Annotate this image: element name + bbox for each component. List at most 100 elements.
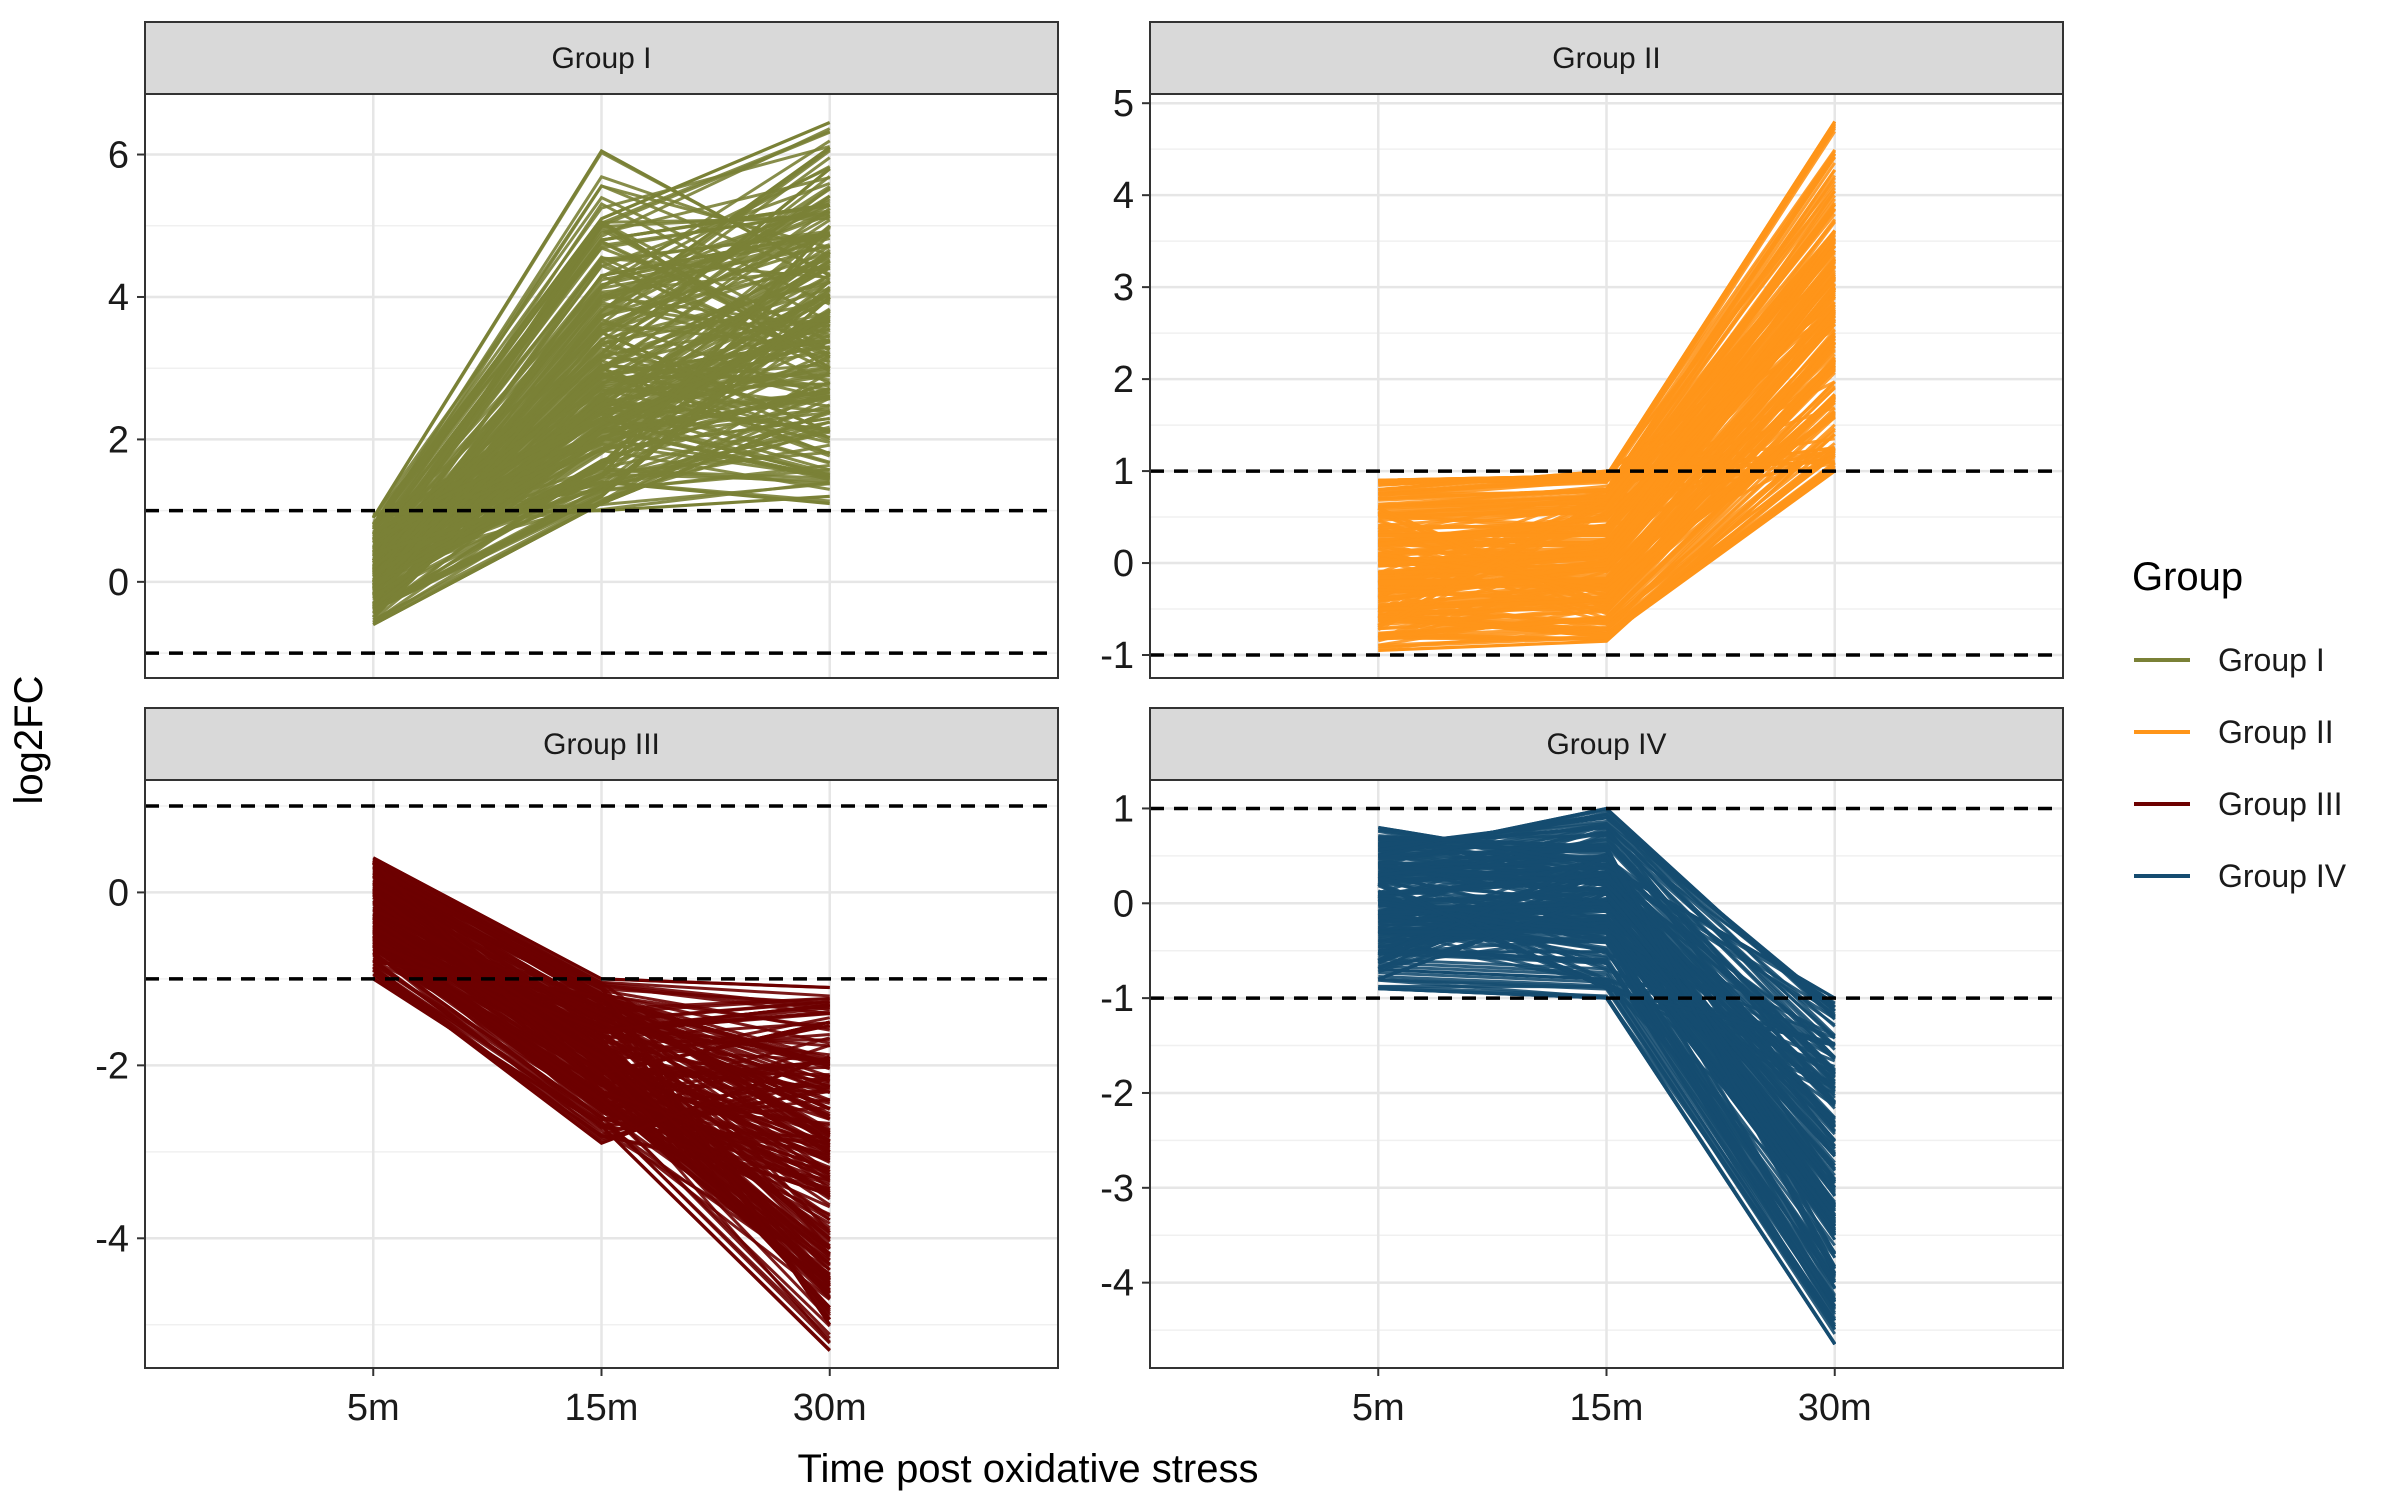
panel-2-series-line bbox=[1377, 258, 1837, 602]
panel-3-x-tick-label: 15m bbox=[565, 1387, 639, 1429]
panel-3-series-line bbox=[372, 861, 831, 1171]
panel-1-series-line bbox=[371, 148, 831, 519]
panel-4-series-line bbox=[1378, 835, 1837, 1274]
panel-1-series-line bbox=[372, 267, 830, 544]
panel-4-y-tick-label: 0 bbox=[1113, 883, 1134, 925]
panel-2-series-line bbox=[1378, 303, 1836, 575]
legend-label: Group III bbox=[2218, 786, 2343, 822]
legend-label: Group IV bbox=[2218, 858, 2347, 894]
panel-2-series-line bbox=[1378, 152, 1837, 501]
panel-2-series-line bbox=[1377, 341, 1836, 611]
panel-4-series-line bbox=[1378, 968, 1837, 1322]
panel-3-series-line bbox=[372, 908, 831, 1111]
panel-2-y-tick-label: 4 bbox=[1113, 175, 1134, 217]
panel-1-series-line bbox=[372, 318, 830, 531]
panel-4-series-line bbox=[1378, 901, 1836, 1189]
panel-2-y-tick-label: 3 bbox=[1113, 267, 1134, 309]
panel-1-y-tick-label: 6 bbox=[108, 135, 129, 177]
panel-1-series-line bbox=[372, 480, 830, 555]
panel-4-series-line bbox=[1378, 880, 1836, 1133]
legend-item: Group II bbox=[2134, 714, 2334, 750]
panel-3-line-bundle bbox=[372, 856, 832, 1352]
panel-2-series-line bbox=[1378, 469, 1836, 639]
panel-2-series-line bbox=[1378, 203, 1837, 519]
panel-1-series-line bbox=[372, 167, 831, 548]
panel-1-series-line bbox=[372, 145, 831, 525]
legend-item: Group IV bbox=[2134, 858, 2347, 894]
panel-1-series-line bbox=[371, 202, 830, 541]
panel-3-series-line bbox=[372, 943, 831, 1234]
panel-3-series-line bbox=[372, 977, 831, 1352]
panel-2-series-line bbox=[1377, 230, 1836, 629]
panel-3-y-tick-label: -4 bbox=[95, 1218, 129, 1260]
panel-4-y-tick-label: -3 bbox=[1100, 1168, 1134, 1210]
panel-3-series-line bbox=[372, 951, 831, 1197]
panel-1-border bbox=[144, 93, 1059, 679]
panel-1-series-line bbox=[372, 411, 831, 624]
panel-1-y-tick-label: 4 bbox=[108, 277, 129, 319]
panel-4-line-bundle bbox=[1377, 806, 1837, 1346]
panel-1-series-line bbox=[372, 176, 831, 536]
panel-3-y-tick-label: -2 bbox=[95, 1045, 129, 1087]
panel-1-series-line bbox=[372, 146, 831, 590]
panel-4-x-tick-label: 30m bbox=[1798, 1387, 1872, 1429]
panel-2-y-tick-label: 2 bbox=[1113, 359, 1134, 401]
panel-4-y-tick-label: -2 bbox=[1100, 1073, 1134, 1115]
panel-2-y-tick-label: 5 bbox=[1113, 83, 1134, 125]
panel-2-series-line bbox=[1378, 295, 1836, 547]
panel-1-series-line bbox=[372, 259, 831, 619]
panel-4-series-line bbox=[1377, 882, 1836, 1048]
panel-2-line-bundle bbox=[1377, 120, 1837, 653]
facet-panels: Group I 0 2 4 6 Group II -1 0 1 2 3 4 5 Group III -4 -2… bbox=[95, 21, 2064, 1429]
panel-2-series-line bbox=[1377, 329, 1836, 599]
panel-4-strip-title: Group IV bbox=[1546, 728, 1666, 761]
panel-3-series-line bbox=[372, 969, 831, 1301]
x-axis-title: Time post oxidative stress bbox=[798, 1447, 1259, 1491]
panel-2-y-tick-label: 0 bbox=[1113, 543, 1134, 585]
panel-3-series-line bbox=[372, 891, 831, 1309]
panel-3-series-line bbox=[372, 922, 830, 1057]
panel-2-series-line bbox=[1378, 120, 1837, 482]
panel-2-series-line bbox=[1377, 251, 1836, 632]
panel-1-strip bbox=[144, 21, 1059, 95]
panel-2-border bbox=[1149, 93, 2064, 679]
panel-4-series-line bbox=[1378, 873, 1836, 1142]
panel-3-strip bbox=[144, 707, 1059, 781]
panel-1-series-line bbox=[372, 409, 831, 626]
y-axis-title: log2FC bbox=[7, 676, 51, 805]
panel-2-series-line bbox=[1378, 286, 1836, 565]
panel-1-series-line bbox=[372, 224, 831, 584]
panel-3-series-line bbox=[372, 880, 831, 1142]
panel-2-series-line bbox=[1378, 359, 1836, 611]
panel-2-series-line bbox=[1378, 261, 1836, 533]
panel-1-strip-title: Group I bbox=[551, 42, 651, 75]
panel-1-series-line bbox=[371, 231, 831, 583]
panel-1: Group I 0 2 4 6 bbox=[108, 21, 1059, 679]
panel-4-y-tick-label: -1 bbox=[1100, 978, 1134, 1020]
panel-2-strip bbox=[1149, 21, 2064, 95]
panel-1-series-line bbox=[372, 295, 831, 612]
panel-3-x-tick-label: 30m bbox=[793, 1387, 867, 1429]
panel-3-y-tick-label: 0 bbox=[108, 872, 129, 914]
panel-3-series-line bbox=[372, 925, 831, 1266]
panel-3: Group III -4 -2 0 5m 15m 30m bbox=[95, 707, 1059, 1429]
panel-3-strip-title: Group III bbox=[543, 728, 660, 761]
panel-3-series-line bbox=[372, 873, 832, 1326]
panel-4-series-line bbox=[1378, 965, 1836, 1314]
panel-4-x-tick-label: 5m bbox=[1352, 1387, 1405, 1429]
panel-4-series-line bbox=[1378, 829, 1836, 1016]
panel-2-series-line bbox=[1378, 150, 1836, 493]
panel-2-series-line bbox=[1378, 322, 1836, 584]
panel-1-series-line bbox=[371, 121, 831, 526]
panel-4-x-tick-label: 15m bbox=[1570, 1387, 1644, 1429]
panel-4-y-tick-label: 1 bbox=[1113, 788, 1134, 830]
panel-3-x-tick-label: 5m bbox=[347, 1387, 400, 1429]
panel-1-y-tick-label: 2 bbox=[108, 419, 129, 461]
panel-3-series-line bbox=[372, 929, 831, 1121]
panel-1-series-line bbox=[372, 416, 831, 534]
panel-4-series-line bbox=[1378, 894, 1836, 1167]
panel-2-strip-title: Group II bbox=[1552, 42, 1660, 75]
panel-4-series-line bbox=[1378, 949, 1837, 1284]
panel-4-series-line bbox=[1377, 831, 1836, 1061]
